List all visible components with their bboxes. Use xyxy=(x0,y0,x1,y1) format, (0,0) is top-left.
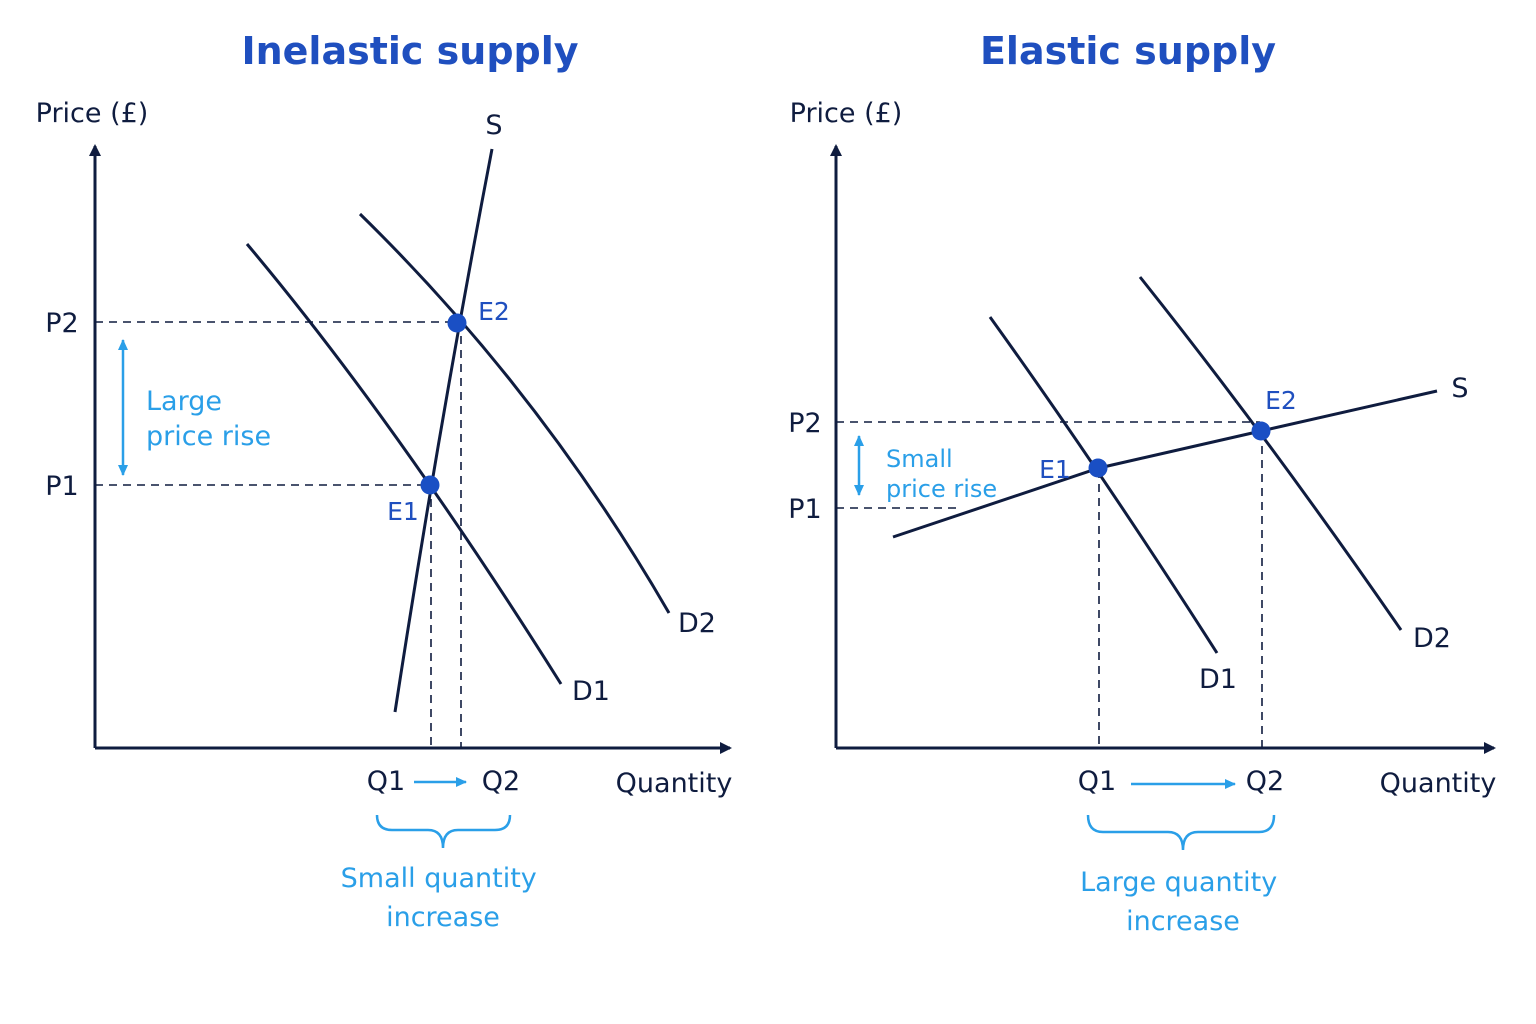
equilibrium-point-e1 xyxy=(1088,458,1108,478)
panel-title: Elastic supply xyxy=(980,29,1276,73)
q1-label: Q1 xyxy=(367,766,405,797)
supply-label: S xyxy=(485,110,502,141)
d1-label: D1 xyxy=(572,676,610,707)
demand-curve-d2 xyxy=(358,212,671,614)
supply-curve xyxy=(892,389,1438,539)
quantity-note-line-1: Large quantity xyxy=(1080,867,1277,898)
quantity-brace xyxy=(1086,814,1276,851)
panel-elastic: Elastic supply Price (£) Quantity S D1 D… xyxy=(788,29,1496,937)
quantity-note-line-1: Small quantity xyxy=(341,863,537,894)
e1-label: E1 xyxy=(387,497,419,526)
panel-title: Inelastic supply xyxy=(241,29,578,73)
p2-label: P2 xyxy=(788,408,821,439)
quantity-note: Small quantity increase xyxy=(341,863,546,933)
e1-label: E1 xyxy=(1039,455,1071,484)
p1-label: P1 xyxy=(45,471,78,502)
d1-label: D1 xyxy=(1199,664,1237,695)
price-note: Large price rise xyxy=(146,386,271,452)
p1-label: P1 xyxy=(788,494,821,525)
q1-label: Q1 xyxy=(1078,766,1116,797)
demand-curve-d1 xyxy=(245,243,563,685)
price-note-line-1: Small xyxy=(886,445,953,473)
x-axis-label: Quantity xyxy=(1380,768,1497,799)
price-note-line-1: Large xyxy=(146,386,222,417)
y-axis-label: Price (£) xyxy=(36,98,149,129)
price-note-line-2: price rise xyxy=(146,421,271,452)
price-note-line-2: price rise xyxy=(886,475,997,503)
equilibrium-point-e2 xyxy=(1251,421,1271,441)
y-axis-label: Price (£) xyxy=(790,98,903,129)
p2-label: P2 xyxy=(45,308,78,339)
e2-label: E2 xyxy=(478,297,510,326)
quantity-note-line-2: increase xyxy=(1126,906,1240,937)
q2-label: Q2 xyxy=(1246,766,1284,797)
quantity-note: Large quantity increase xyxy=(1080,867,1286,937)
supply-curve xyxy=(393,148,494,713)
supply-label: S xyxy=(1451,373,1468,404)
d2-label: D2 xyxy=(678,608,716,639)
demand-curve-d1 xyxy=(988,316,1219,654)
e2-label: E2 xyxy=(1265,386,1297,415)
quantity-brace xyxy=(375,814,512,849)
demand-curve-d2 xyxy=(1138,276,1403,631)
quantity-note-line-2: increase xyxy=(386,902,500,933)
equilibrium-point-e1 xyxy=(420,475,440,495)
panel-inelastic: Inelastic supply Price (£) Quantity S D1… xyxy=(36,29,733,933)
price-note: Small price rise xyxy=(886,445,997,503)
q2-label: Q2 xyxy=(482,766,520,797)
x-axis-label: Quantity xyxy=(616,768,733,799)
equilibrium-point-e2 xyxy=(447,313,467,333)
d2-label: D2 xyxy=(1413,623,1451,654)
